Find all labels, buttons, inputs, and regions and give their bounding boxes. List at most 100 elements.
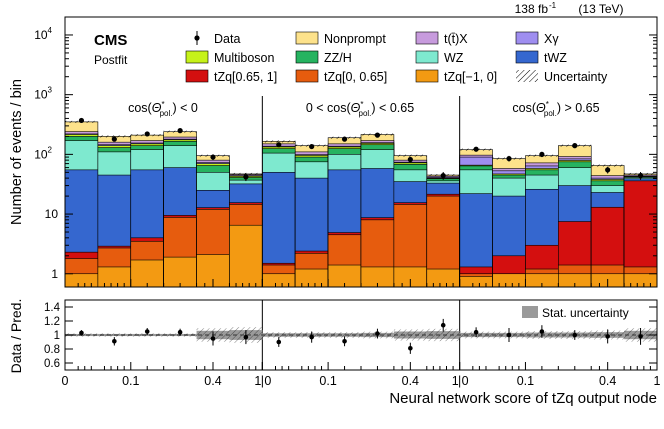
data-point: [210, 154, 216, 160]
region-label: 0 < cos(Θ* pol.) < 0.65: [306, 100, 414, 118]
x-tick-label: 0: [264, 374, 271, 388]
x-tick-separator: |: [261, 374, 264, 388]
legend-label: Multiboson: [214, 51, 274, 65]
stack-bar-tZq_low: [262, 273, 296, 288]
data-point: [473, 146, 479, 152]
ratio-y-tick-label: 1.2: [44, 316, 60, 328]
ratio-point: [79, 330, 84, 336]
ratio-point: [276, 339, 282, 345]
region-label: cos(Θ* pol.) < 0: [128, 100, 198, 118]
legend-label: tZq[−1, 0]: [444, 70, 497, 84]
y-tick-label: 1: [51, 267, 58, 281]
stack-bar-tZq_low: [130, 259, 164, 288]
x-tick-label: 0.1: [517, 374, 534, 388]
legend-label: Xγ: [544, 32, 559, 46]
x-axis-label: Neural network score of tZq output node: [389, 390, 657, 407]
ratio-point: [309, 334, 314, 340]
uncertainty-band: [591, 164, 625, 167]
x-tick-separator: |: [458, 374, 461, 388]
ratio-point: [572, 332, 578, 338]
ratio-point: [440, 322, 446, 328]
fit-label: Postfit: [94, 53, 128, 67]
data-point: [506, 155, 512, 162]
ratio-point: [408, 346, 413, 351]
y-tick-label: 10: [45, 207, 59, 221]
stack-bar-tZq_low: [459, 276, 493, 288]
stack-bar-tZq_low: [492, 273, 526, 288]
stack-bar-tZq_low: [294, 268, 329, 288]
y-tick-label: 102: [34, 145, 52, 161]
ratio-y-tick-label: 0.6: [44, 358, 60, 370]
data-point: [440, 173, 446, 179]
legend-label: tWZ: [544, 51, 567, 65]
data-point: [309, 143, 315, 150]
x-tick-label: 0: [62, 374, 69, 388]
experiment-label: CMS: [94, 32, 127, 49]
legend-swatch-WZ: [415, 50, 439, 64]
legend-swatch-multiboson: [185, 50, 209, 64]
syst-uncertainty-band: [328, 332, 361, 338]
legend-swatch-tZq_high: [185, 69, 209, 83]
legend-uncertainty-swatch: [516, 70, 538, 82]
ratio-y-tick-label: 1: [54, 330, 60, 342]
x-tick-label: 0.4: [402, 374, 419, 388]
x-tick-label: 0.4: [599, 374, 616, 388]
data-point: [637, 173, 644, 179]
ratio-point: [144, 329, 150, 334]
uncertainty-band: [262, 140, 296, 143]
stack-bar-tZq_low: [97, 266, 132, 288]
ratio-panel: Stat. uncertainty: [65, 300, 657, 370]
legend-swatch-ZZH: [295, 50, 319, 64]
legend-swatch-Xgamma: [515, 31, 539, 45]
data-point: [111, 136, 117, 142]
x-tick-label: 0: [462, 374, 469, 388]
ratio-point: [539, 329, 545, 334]
stat-uncertainty-label: Stat. uncertainty: [542, 306, 629, 320]
data-point: [144, 131, 150, 137]
legend-label: tZq[0, 0.65]: [324, 70, 387, 84]
uncertainty-band: [393, 154, 427, 157]
legend-swatch-ttX: [415, 31, 439, 45]
ratio-point: [177, 329, 183, 335]
data-point: [177, 128, 183, 134]
region-label: cos(Θ* pol.) > 0.65: [512, 100, 599, 118]
data-point: [539, 151, 545, 157]
stack-bar-tZq_low: [426, 268, 460, 288]
data-point: [243, 174, 249, 180]
lumi-exponent: -1: [549, 1, 557, 10]
legend-label: Data: [214, 32, 240, 46]
x-tick-label: 0.1: [122, 374, 139, 388]
ratio-point: [342, 339, 347, 344]
data-point: [78, 117, 85, 124]
ratio-y-tick-label: 1.4: [44, 302, 61, 314]
legend-swatch-tWZ: [515, 50, 539, 64]
ratio-point: [638, 334, 643, 339]
legend-swatch-nonprompt: [295, 31, 319, 45]
data-point: [276, 142, 282, 148]
legend: Data Nonprompt t(t̄)X Xγ Multiboson ZZ/H WZ tWZ…: [185, 31, 608, 84]
x-tick-label: 1: [254, 374, 261, 388]
legend-label: Nonprompt: [324, 32, 386, 46]
ratio-point: [605, 334, 610, 339]
ratio-point: [112, 339, 117, 344]
legend-data-marker: [194, 35, 200, 41]
legend-label: ZZ/H: [324, 51, 352, 65]
ratio-point: [506, 332, 512, 338]
legend-label: WZ: [444, 51, 464, 65]
stack-bar-tZq_low: [623, 273, 658, 288]
x-tick-label: 1: [452, 374, 459, 388]
stack-bar-tZq_low: [163, 256, 197, 288]
lumi-energy: (13 TeV): [578, 2, 623, 16]
ratio-y-tick-label: 0.8: [44, 344, 60, 356]
y-axis-label: Number of events / bin: [9, 79, 25, 225]
legend-label: tZq[0.65, 1]: [214, 70, 277, 84]
uncertainty-band: [97, 135, 131, 138]
stack-bar-tZq_low: [229, 224, 263, 288]
y-tick-label: 103: [34, 86, 52, 102]
data-point: [572, 143, 578, 149]
data-point: [341, 136, 348, 142]
stack-bar-tZq_low: [64, 273, 99, 288]
ratio-y-axis-label: Data / Pred.: [8, 299, 24, 374]
ratio-point: [243, 334, 249, 340]
